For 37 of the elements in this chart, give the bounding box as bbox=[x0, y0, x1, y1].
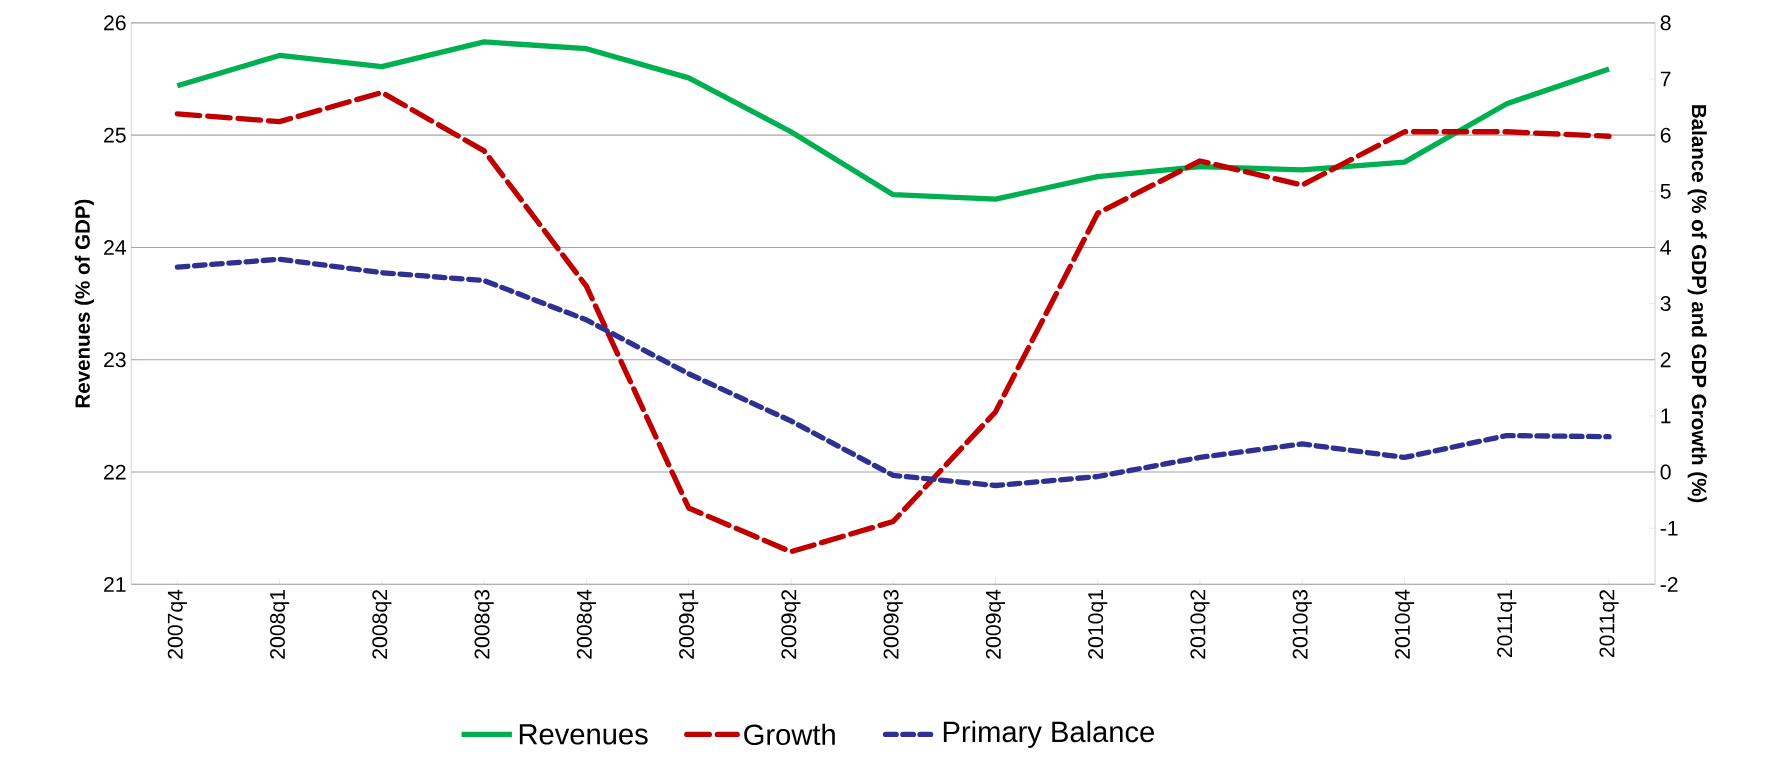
x-tick-label: 2009q1 bbox=[679, 589, 699, 659]
x-tick-label: 2010q1 bbox=[1088, 589, 1108, 659]
y2-tick-label: 6 bbox=[1660, 127, 1671, 143]
legend-label: Primary Balance bbox=[943, 720, 1154, 748]
x-tick-label: 2009q3 bbox=[883, 589, 903, 659]
x-tick-label: 2010q4 bbox=[1394, 589, 1415, 659]
x-tick-label: 2011q2 bbox=[1599, 589, 1619, 658]
x-tick-label: 2010q3 bbox=[1292, 589, 1312, 659]
x-tick-label: 2008q3 bbox=[474, 589, 494, 659]
x-tick-label: 2008q4 bbox=[576, 589, 596, 659]
y2-tick-label: 4 bbox=[1660, 240, 1671, 255]
y2-tick-label: 2 bbox=[1660, 352, 1671, 368]
legend-label: Growth bbox=[744, 723, 835, 745]
y2-tick-label: 7 bbox=[1660, 71, 1671, 87]
x-tick-label: 2008q2 bbox=[372, 589, 392, 659]
y-tick-label: 24 bbox=[104, 239, 126, 255]
x-tick-label: 2007q4 bbox=[167, 589, 187, 659]
y-tick-label: 26 bbox=[104, 15, 126, 31]
y2-tick-label: 1 bbox=[1661, 408, 1671, 424]
y2-tick-label: 3 bbox=[1660, 295, 1671, 311]
y-tick-label: 23 bbox=[104, 352, 126, 368]
x-tick-label: 2008q1 bbox=[269, 589, 290, 659]
y-tick-label: 21 bbox=[104, 576, 126, 592]
y2-tick-label: -2 bbox=[1660, 576, 1678, 592]
x-tick-label: 2010q2 bbox=[1190, 589, 1210, 659]
y-tick-label: 22 bbox=[104, 464, 126, 480]
y2-tick-label: 5 bbox=[1660, 183, 1671, 199]
x-tick-label: 2011q1 bbox=[1497, 589, 1517, 658]
y-axis-title: Revenues (% of GDP) bbox=[74, 199, 94, 408]
y2-tick-label: 8 bbox=[1660, 15, 1671, 31]
legend-label: Revenues bbox=[519, 724, 648, 745]
y2-tick-label: -1 bbox=[1660, 520, 1678, 536]
y-tick-label: 25 bbox=[104, 127, 126, 143]
y2-axis-title: Balance (% of GDP) and GDP Growth (%) bbox=[1687, 105, 1707, 503]
x-tick-label: 2009q2 bbox=[781, 589, 801, 659]
y2-tick-label: 0 bbox=[1660, 464, 1671, 480]
x-tick-label: 2009q4 bbox=[985, 589, 1006, 659]
